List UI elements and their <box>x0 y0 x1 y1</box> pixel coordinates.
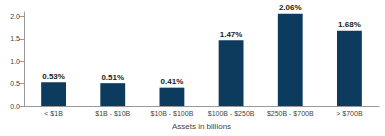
svg-text:2.06%: 2.06% <box>279 3 302 12</box>
svg-text:0.5: 0.5 <box>10 80 20 87</box>
svg-text:$100B - $250B: $100B - $250B <box>208 110 255 117</box>
svg-text:1.5: 1.5 <box>10 35 20 42</box>
svg-text:0.0: 0.0 <box>10 103 20 110</box>
svg-text:2.0: 2.0 <box>10 13 20 20</box>
svg-text:1.68%: 1.68% <box>338 20 361 29</box>
svg-text:$10B - $100B: $10B - $100B <box>151 110 194 117</box>
svg-text:0.41%: 0.41% <box>161 77 184 86</box>
svg-text:1.0: 1.0 <box>10 58 20 65</box>
svg-text:< $1B: < $1B <box>44 110 63 117</box>
svg-text:0.51%: 0.51% <box>101 73 124 82</box>
svg-text:1.47%: 1.47% <box>220 30 243 39</box>
svg-text:$1B - $10B: $1B - $10B <box>95 110 130 117</box>
svg-text:Assets in billions: Assets in billions <box>172 122 231 131</box>
svg-text:> $700B: > $700B <box>336 110 363 117</box>
svg-text:$250B - $700B: $250B - $700B <box>267 110 314 117</box>
svg-text:0.53%: 0.53% <box>42 72 65 81</box>
